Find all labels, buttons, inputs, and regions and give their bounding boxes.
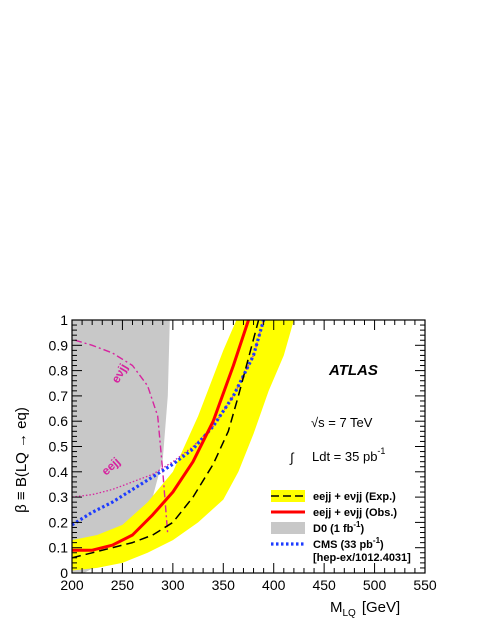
legend-label-d0: D0 (1 fb-1)	[313, 520, 364, 535]
y-tick-label: 0.6	[49, 413, 69, 429]
experiment-label: ATLAS	[328, 362, 378, 379]
luminosity-label: Ldt = 35 pb-1	[312, 446, 385, 464]
x-axis-label: MLQ [GeV]	[330, 599, 400, 619]
x-tick-label: 250	[111, 577, 135, 593]
legend-label-expected: eejj + eνjj (Exp.)	[313, 491, 396, 503]
y-tick-label: 0.3	[49, 489, 69, 505]
y-tick-label: 0.8	[49, 363, 69, 379]
y-tick-label: 1	[60, 312, 68, 328]
x-tick-label: 300	[161, 577, 185, 593]
x-tick-label: 500	[363, 577, 387, 593]
y-tick-label: 0.5	[49, 439, 69, 455]
y-tick-label: 0.2	[49, 514, 69, 530]
x-tick-label: 350	[212, 577, 236, 593]
y-tick-label: 0	[60, 565, 68, 581]
x-tick-label: 400	[262, 577, 286, 593]
axes: 200 250 300 350 400 450 500 550 0 0.1 0.2 0.3 0.4 0.5…	[49, 312, 437, 593]
integral-symbol: ∫	[289, 450, 295, 465]
legend: eejj + eνjj (Exp.) eejj + eνjj (Obs.) D0…	[271, 490, 411, 564]
legend-label-observed: eejj + eνjj (Obs.)	[313, 507, 397, 519]
observed-limit-line	[72, 319, 250, 552]
legend-label-cms: CMS (33 pb-1)	[313, 536, 384, 551]
x-tick-label: 550	[413, 577, 437, 593]
y-axis-label: β ≡ B(LQ → eq)	[13, 407, 30, 513]
y-tick-label: 0.1	[49, 540, 69, 556]
y-tick-label: 0.9	[49, 337, 69, 353]
x-tick-label: 450	[312, 577, 336, 593]
plot-area	[71, 319, 294, 573]
legend-label-cms-ref: [hep-ex/1012.4031]	[313, 552, 411, 564]
energy-label: √s = 7 TeV	[311, 415, 373, 430]
enujj-limit-line	[74, 339, 169, 536]
legend-swatch-d0	[271, 522, 305, 534]
expected-limit-line	[71, 319, 260, 559]
y-tick-label: 0.7	[49, 388, 69, 404]
expected-1sigma-band	[72, 320, 294, 571]
y-tick-label: 0.4	[49, 464, 69, 480]
x-tick-label: 200	[60, 577, 84, 593]
